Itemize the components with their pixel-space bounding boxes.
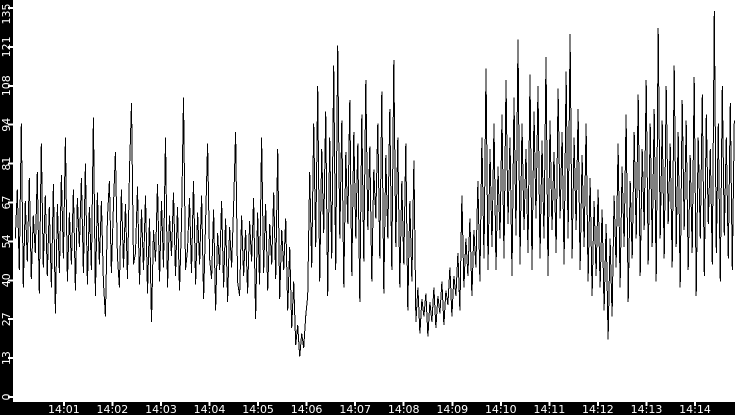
y-tick-mark bbox=[8, 45, 13, 48]
x-tick-label: 14:09 bbox=[436, 403, 468, 415]
x-tick-label: 14:12 bbox=[582, 403, 614, 415]
x-axis-bar bbox=[0, 402, 735, 415]
x-tick-label: 14:08 bbox=[388, 403, 420, 415]
y-tick-label: 67 bbox=[0, 196, 13, 210]
y-tick-mark bbox=[8, 357, 13, 360]
y-axis: 0 13 27 40 54 67 81 94 108 121 135 bbox=[0, 4, 13, 401]
x-tick-mark bbox=[548, 402, 551, 406]
x-tick-mark bbox=[111, 402, 114, 406]
y-tick-label: 81 bbox=[0, 157, 13, 171]
x-axis: 14:01 14:02 14:03 14:04 14:05 14:06 14:07 14:08… bbox=[48, 402, 711, 415]
x-tick-mark bbox=[451, 402, 454, 406]
y-tick-mark bbox=[8, 84, 13, 87]
y-tick-label: 27 bbox=[0, 312, 13, 326]
y-axis-bar bbox=[0, 0, 13, 415]
x-tick-label: 14:01 bbox=[48, 403, 80, 415]
x-tick-mark bbox=[62, 402, 65, 406]
y-tick-label: 121 bbox=[0, 36, 13, 57]
x-tick-label: 14:13 bbox=[631, 403, 663, 415]
y-tick-label: 13 bbox=[0, 351, 13, 365]
x-tick-mark bbox=[160, 402, 162, 406]
y-tick-mark bbox=[8, 123, 13, 126]
x-tick-mark bbox=[257, 402, 260, 406]
x-tick-mark bbox=[694, 402, 696, 406]
series-line bbox=[14, 10, 735, 357]
x-tick-mark bbox=[305, 402, 308, 406]
x-tick-label: 14:06 bbox=[291, 403, 323, 415]
x-tick-mark bbox=[402, 402, 405, 406]
x-tick-mark bbox=[645, 402, 648, 406]
y-tick-label: 94 bbox=[0, 118, 13, 132]
y-tick-label: 108 bbox=[0, 75, 13, 96]
x-tick-label: 14:11 bbox=[534, 403, 566, 415]
x-tick-label: 14:07 bbox=[339, 403, 371, 415]
x-tick-label: 14:04 bbox=[194, 403, 226, 415]
x-tick-mark bbox=[596, 402, 599, 406]
y-tick-label: 54 bbox=[0, 234, 13, 248]
x-tick-mark bbox=[354, 402, 357, 406]
x-tick-mark bbox=[499, 402, 502, 406]
y-tick-mark bbox=[8, 7, 13, 9]
y-tick-mark bbox=[8, 240, 13, 243]
x-tick-label: 14:10 bbox=[485, 403, 517, 415]
x-tick-label: 14:14 bbox=[679, 403, 711, 415]
y-tick-label: 0 bbox=[0, 394, 13, 401]
x-tick-label: 14:02 bbox=[97, 403, 129, 415]
y-tick-label: 40 bbox=[0, 273, 13, 287]
y-tick-mark bbox=[8, 279, 13, 282]
y-tick-mark bbox=[8, 162, 13, 165]
x-tick-label: 14:03 bbox=[145, 403, 177, 415]
x-tick-label: 14:05 bbox=[242, 403, 274, 415]
y-tick-label: 135 bbox=[0, 4, 13, 25]
y-tick-mark bbox=[8, 318, 13, 321]
y-tick-mark bbox=[8, 201, 13, 204]
x-tick-mark bbox=[208, 402, 211, 406]
y-tick-mark bbox=[8, 396, 13, 398]
